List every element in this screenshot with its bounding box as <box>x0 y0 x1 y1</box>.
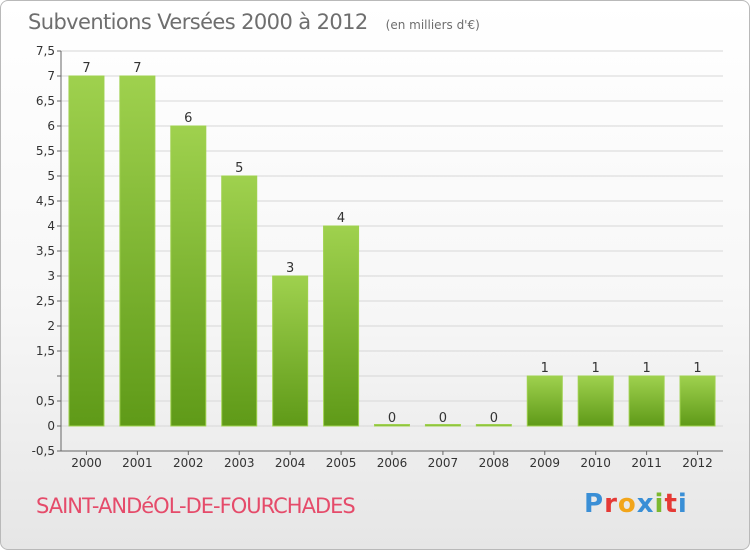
bar-2000 <box>68 75 105 427</box>
y-axis: -0,5 0 0,5 1,5 2 2,5 3 3,5 4 4,5 5 5,5 6 6,5 7 7,5 <box>32 44 62 458</box>
x-tick-label-2007: 2007 <box>428 456 459 470</box>
x-tick-label-2003: 2003 <box>224 456 255 470</box>
data-label-2008: 0 <box>490 411 498 426</box>
data-label-2011: 1 <box>642 361 650 376</box>
data-label-2000: 7 <box>82 61 90 76</box>
proxiti-logo[interactable]: Proxiti <box>584 489 688 519</box>
y-tick-label: 3,5 <box>36 244 55 258</box>
x-tick-label-2012: 2012 <box>682 456 713 470</box>
x-axis-ticks: 2000 2001 2002 2003 2004 2005 2006 2007 2008 2009… <box>61 450 723 470</box>
bars <box>68 75 716 427</box>
data-label-2009: 1 <box>541 361 549 376</box>
bar-2003 <box>221 175 258 427</box>
bar-2011 <box>628 375 665 427</box>
y-tick-label: 7 <box>47 69 55 83</box>
y-tick-label: 2,5 <box>36 294 55 308</box>
y-tick-label: 4,5 <box>36 194 55 208</box>
x-tick-label-2000: 2000 <box>71 456 102 470</box>
y-tick-label: 3 <box>47 269 55 283</box>
y-tick-label: 1,5 <box>36 344 55 358</box>
data-labels: 7 7 6 5 3 4 0 0 0 1 1 1 1 <box>82 61 701 426</box>
logo-letter: P <box>584 489 605 519</box>
bar-2009 <box>526 375 563 427</box>
x-tick-label-2005: 2005 <box>326 456 357 470</box>
x-tick-label-2011: 2011 <box>631 456 662 470</box>
data-label-2004: 3 <box>286 261 294 276</box>
x-tick-label-2010: 2010 <box>580 456 611 470</box>
y-tick-label: 5,5 <box>36 144 55 158</box>
bar-2006 <box>374 424 410 427</box>
logo-letter: t <box>664 489 678 519</box>
logo-letter: x <box>636 489 655 519</box>
bar-2005 <box>323 225 360 427</box>
chart-title: Subventions Versées 2000 à 2012 <box>28 10 368 34</box>
x-tick-label-2006: 2006 <box>377 456 408 470</box>
logo-letter: i <box>654 489 665 519</box>
y-tick-label: 5 <box>47 169 55 183</box>
grid-lines <box>61 50 723 452</box>
x-tick-label-2009: 2009 <box>529 456 560 470</box>
data-label-2003: 5 <box>235 161 243 176</box>
x-tick-label-2002: 2002 <box>173 456 204 470</box>
y-tick-label: -0,5 <box>32 444 55 458</box>
y-tick-label: 2 <box>47 319 55 333</box>
bar-2012 <box>679 375 716 427</box>
x-tick-label-2008: 2008 <box>479 456 510 470</box>
y-tick-label: 6 <box>47 119 55 133</box>
data-label-2002: 6 <box>184 111 192 126</box>
x-tick-label-2004: 2004 <box>275 456 306 470</box>
data-label-2007: 0 <box>439 411 447 426</box>
x-tick-label-2001: 2001 <box>122 456 153 470</box>
logo-letter: r <box>604 489 618 519</box>
bar-2008 <box>475 424 512 427</box>
y-tick-label: 0 <box>47 419 55 433</box>
data-label-2001: 7 <box>133 61 141 76</box>
commune-name: SAINT-ANDéOL-DE-FOURCHADES <box>36 494 356 518</box>
y-tick-label: 6,5 <box>36 94 55 108</box>
bar-2004 <box>272 275 309 427</box>
data-label-2012: 1 <box>693 361 701 376</box>
y-tick-label: 0,5 <box>36 394 55 408</box>
data-label-2005: 4 <box>337 211 345 226</box>
data-label-2006: 0 <box>388 411 396 426</box>
data-label-2010: 1 <box>592 361 600 376</box>
unit-note: (en milliers d'€) <box>385 18 480 32</box>
bar-2010 <box>577 375 614 427</box>
logo-letter: o <box>617 489 637 519</box>
bar-2002 <box>170 125 207 427</box>
title-row: Subventions Versées 2000 à 2012 (en mill… <box>28 10 480 34</box>
y-tick-label: 7,5 <box>36 44 55 58</box>
logo-letter: i <box>677 489 688 519</box>
bar-2007 <box>424 424 461 427</box>
y-tick-label: 4 <box>47 219 55 233</box>
bar-2001 <box>119 75 156 427</box>
